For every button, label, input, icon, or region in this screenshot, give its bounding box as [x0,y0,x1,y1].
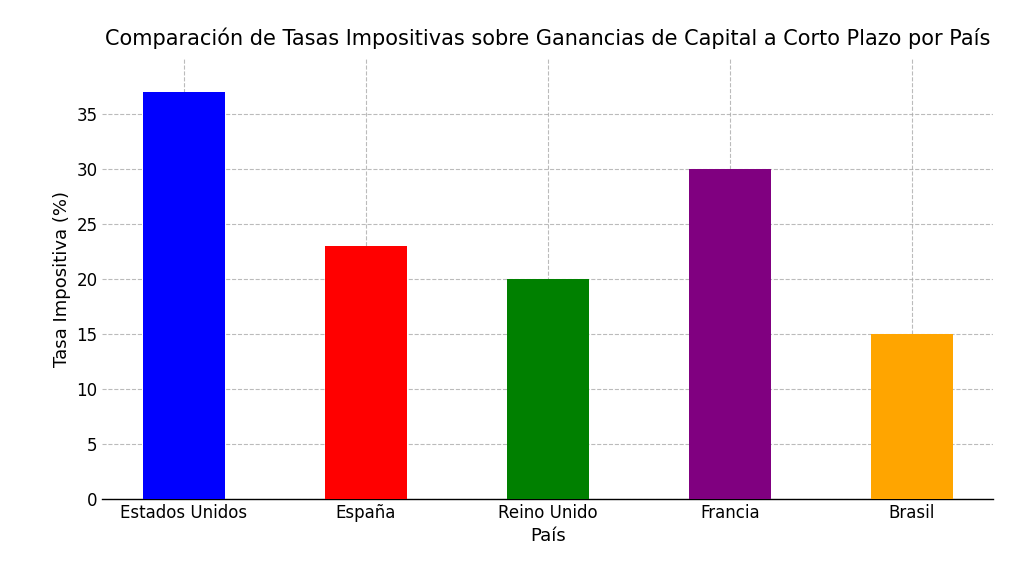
Bar [507,279,589,499]
Bar [689,168,771,499]
Bar [325,246,407,499]
Bar [143,92,225,499]
Y-axis label: Tasa Impositiva (%): Tasa Impositiva (%) [53,191,71,367]
Bar [870,334,952,499]
Title: Comparación de Tasas Impositivas sobre Ganancias de Capital a Corto Plazo por Pa: Comparación de Tasas Impositivas sobre G… [105,28,990,49]
X-axis label: País: País [530,527,565,545]
